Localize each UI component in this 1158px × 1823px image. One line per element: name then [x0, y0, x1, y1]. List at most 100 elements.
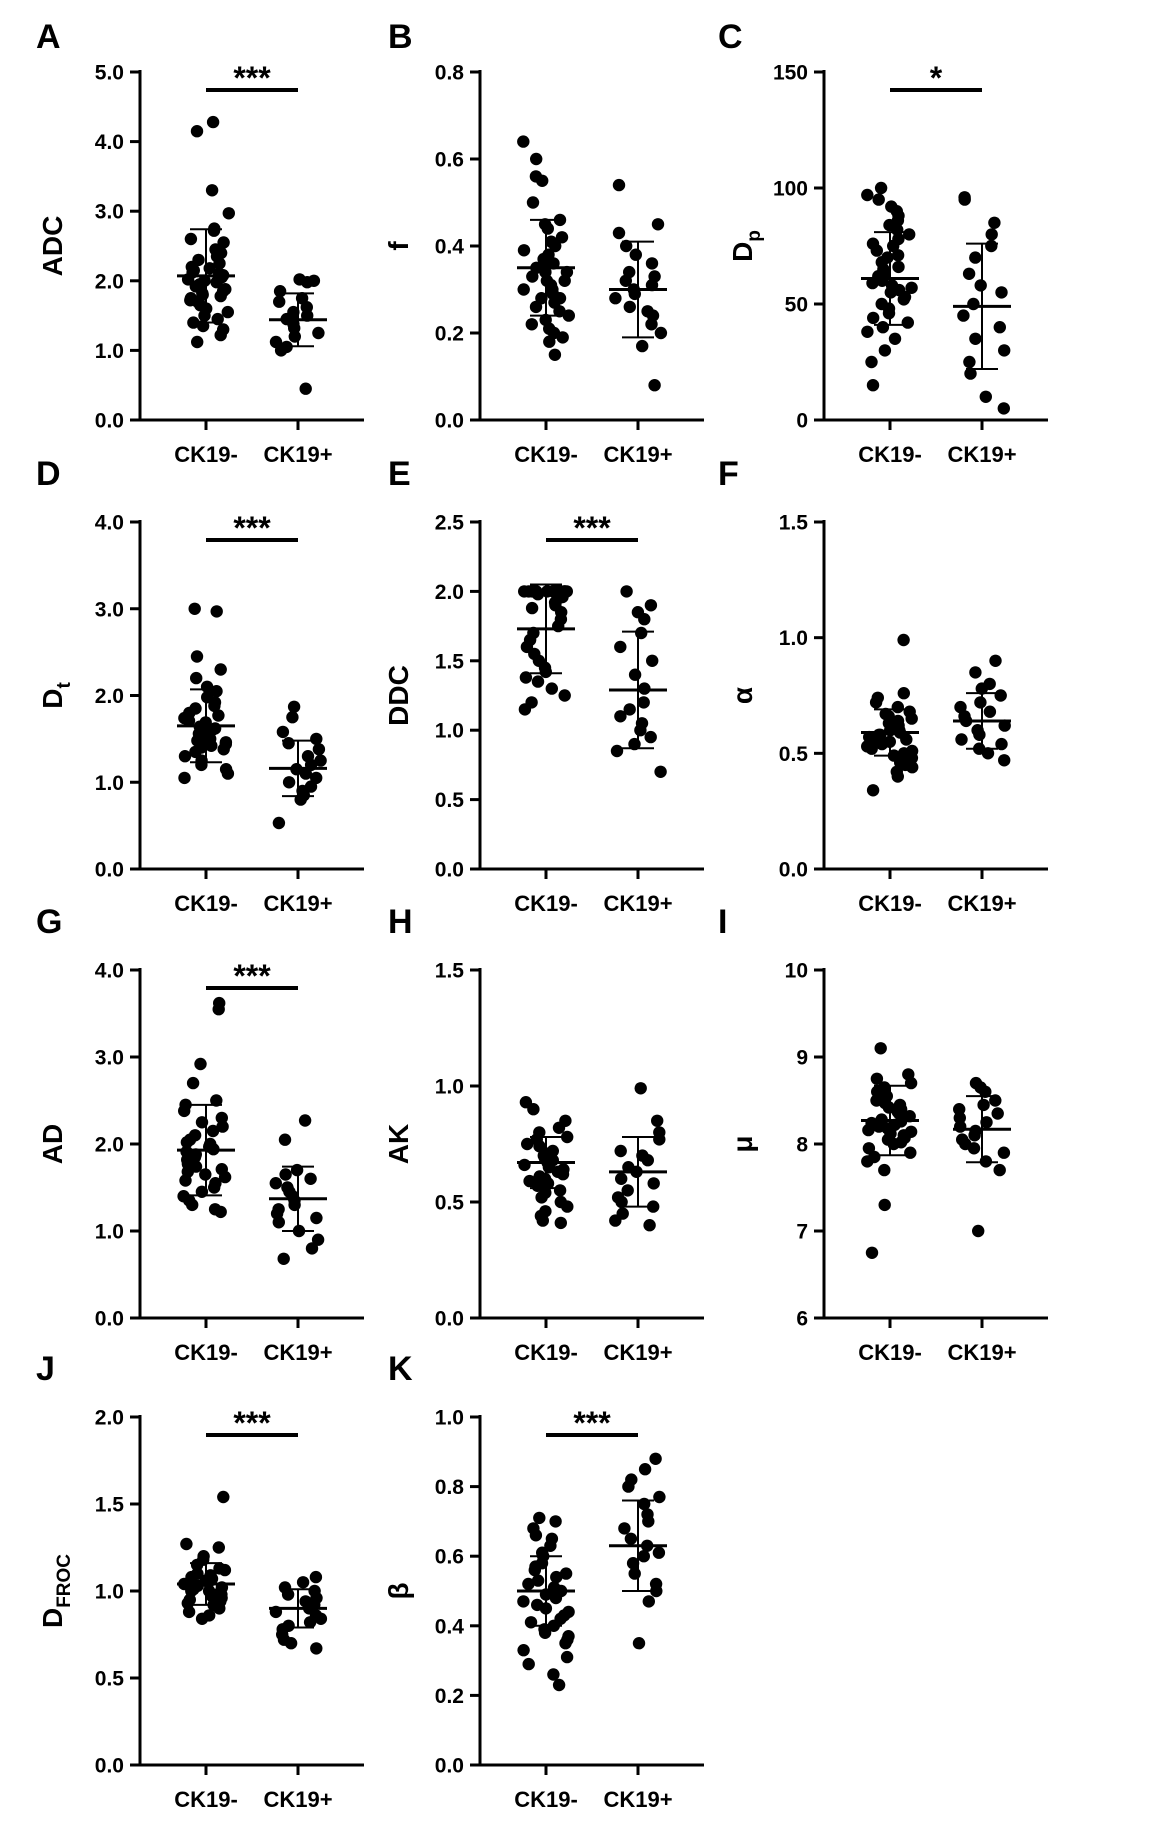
- data-point: [212, 1541, 225, 1554]
- significance-marker: *: [930, 60, 943, 96]
- data-point: [903, 228, 916, 241]
- data-point: [865, 355, 878, 369]
- data-point: [208, 699, 221, 713]
- data-point: [214, 289, 227, 303]
- data-point: [558, 689, 571, 702]
- data-point: [286, 711, 299, 724]
- category-label: CK19-: [514, 1787, 578, 1812]
- data-point: [561, 1130, 574, 1144]
- data-point: [614, 710, 627, 723]
- y-tick-label: 3.0: [95, 598, 124, 621]
- panel-g: G 0.0 1.0 2.0 3.0 4.0 CK19- CK19+ AD ***: [36, 903, 364, 1365]
- data-point: [974, 696, 987, 709]
- y-tick-label: 0.2: [435, 323, 464, 346]
- data-point: [278, 1133, 292, 1146]
- y-axis-label: α: [727, 687, 758, 704]
- y-tick-label: 1.0: [435, 1407, 464, 1430]
- data-point: [282, 737, 295, 750]
- data-point: [178, 750, 192, 763]
- data-point: [641, 1154, 654, 1167]
- significance-marker: ***: [233, 60, 271, 96]
- data-point: [609, 292, 622, 305]
- data-point: [954, 1120, 967, 1133]
- data-point: [556, 1168, 570, 1181]
- data-point: [541, 222, 554, 235]
- data-point: [311, 1233, 325, 1246]
- data-point: [955, 733, 968, 746]
- data-point: [526, 270, 539, 283]
- data-point: [963, 355, 976, 369]
- panel-c: C 0 50 100 150 CK19- CK19+ Dp *: [718, 18, 1048, 467]
- data-point: [904, 1146, 917, 1159]
- data-point: [614, 640, 627, 654]
- data-point: [517, 1644, 530, 1657]
- data-point: [905, 712, 918, 725]
- y-axis-label: DDC: [383, 665, 414, 726]
- data-point: [299, 382, 312, 395]
- y-axis-label-subscript: t: [54, 682, 75, 689]
- y-axis-label-subscript: p: [744, 230, 765, 242]
- y-axis-label: Dp: [727, 230, 765, 262]
- data-point: [865, 1246, 879, 1260]
- data-point: [299, 767, 312, 780]
- data-point: [977, 1098, 990, 1112]
- data-point: [217, 1490, 230, 1504]
- data-point: [861, 325, 874, 338]
- data-point: [190, 671, 203, 685]
- data-point: [205, 184, 219, 197]
- data-point: [651, 1114, 664, 1128]
- data-point: [288, 330, 301, 343]
- y-tick-label: 6: [796, 1308, 808, 1331]
- data-point: [561, 1200, 574, 1213]
- panel-letter: C: [718, 18, 743, 56]
- y-tick-label: 0.5: [95, 1668, 125, 1691]
- data-point: [979, 1085, 992, 1099]
- data-point: [218, 1170, 232, 1184]
- data-point: [906, 761, 919, 774]
- data-point: [900, 733, 913, 746]
- data-point: [206, 115, 220, 129]
- data-point: [282, 776, 296, 789]
- data-point: [543, 335, 556, 348]
- data-point: [653, 1490, 666, 1504]
- data-point: [997, 1146, 1011, 1159]
- data-point: [535, 1191, 548, 1204]
- y-tick-label: 4.0: [95, 131, 124, 154]
- y-axis-label-main: DDC: [383, 665, 414, 726]
- data-point: [279, 1168, 292, 1181]
- data-point: [875, 737, 889, 751]
- data-point: [522, 1577, 535, 1591]
- y-tick-label: 3.0: [95, 201, 124, 224]
- data-point: [615, 1195, 628, 1209]
- data-point: [892, 260, 905, 274]
- panel-f: F 0.0 0.5 1.0 1.5 CK19- CK19+ α: [718, 455, 1048, 916]
- y-tick-label: 3.0: [95, 1047, 124, 1070]
- data-point: [277, 1252, 290, 1266]
- data-point: [314, 1612, 328, 1626]
- data-point: [897, 633, 910, 647]
- data-point: [531, 588, 545, 601]
- data-point: [878, 344, 892, 357]
- data-point: [980, 1116, 993, 1129]
- data-point: [638, 1463, 652, 1476]
- data-point: [612, 178, 626, 192]
- data-point: [651, 218, 665, 231]
- data-point: [541, 585, 554, 598]
- data-point: [553, 1184, 567, 1197]
- data-point: [314, 754, 327, 767]
- data-point: [517, 1595, 530, 1608]
- y-tick-label: 100: [773, 178, 808, 201]
- category-label: CK19-: [174, 1340, 238, 1365]
- data-point: [867, 311, 880, 325]
- y-tick-label: 5.0: [95, 62, 124, 85]
- data-point: [861, 1155, 874, 1168]
- data-point: [626, 1557, 640, 1570]
- data-point: [190, 650, 204, 663]
- data-point: [309, 1570, 323, 1584]
- data-point: [862, 1123, 875, 1137]
- data-point: [623, 703, 636, 716]
- data-point: [967, 297, 980, 311]
- y-axis-label: β: [383, 1582, 414, 1599]
- data-point: [995, 737, 1008, 751]
- category-label: CK19-: [514, 891, 578, 916]
